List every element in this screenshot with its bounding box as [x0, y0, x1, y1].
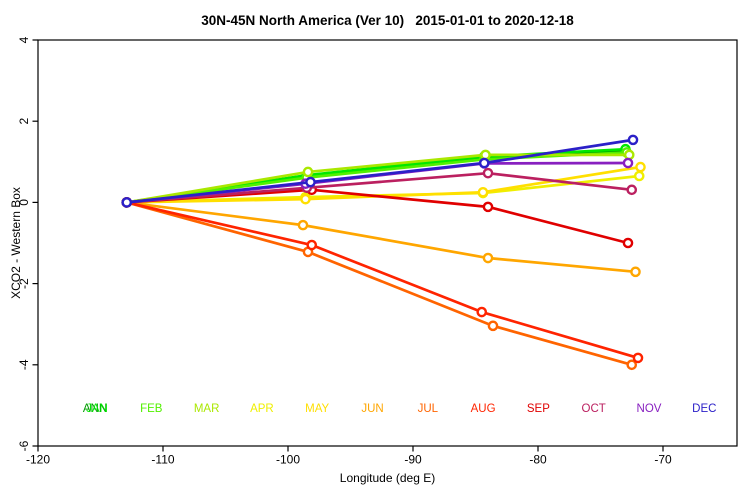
y-tick-label: -6 — [17, 440, 31, 451]
x-axis-label: Longitude (deg E) — [339, 471, 436, 485]
legend-label-AUG: AUG — [471, 403, 496, 415]
data-point-JUN — [630, 266, 641, 278]
series-line-JUN — [125, 201, 637, 274]
data-point-JUN — [482, 252, 494, 264]
data-point-MAR — [480, 149, 491, 161]
legend-label-FEB: FEB — [140, 403, 163, 415]
legend-label-OCT: OCT — [582, 403, 606, 415]
x-tick-label: -120 — [26, 453, 50, 467]
y-tick-label: -4 — [17, 359, 31, 370]
series-line-MAR — [125, 153, 631, 204]
data-point-MAY — [635, 161, 646, 173]
data-point-MAY — [477, 186, 489, 198]
data-point-AUG — [476, 306, 488, 318]
legend-label-JUL: JUL — [418, 403, 439, 415]
y-tick-label: 2 — [17, 118, 31, 125]
series-line-MAY — [125, 165, 642, 204]
data-point-OCT — [626, 184, 638, 196]
data-point-MAR — [302, 166, 314, 178]
legend-label-JUN: JUN — [361, 403, 383, 415]
legend-label-NOV: NOV — [637, 403, 662, 415]
chart-title: 30N-45N North America (Ver 10) 2015-01-0… — [201, 13, 574, 28]
data-point-JUN — [297, 219, 309, 231]
data-point-AUG — [306, 239, 318, 251]
x-tick-label: -110 — [151, 453, 174, 467]
data-point-SEP — [622, 237, 634, 249]
data-point-DEC — [627, 134, 639, 146]
data-point-SEP — [482, 201, 494, 213]
x-tick-label: -80 — [529, 453, 547, 467]
x-tick-label: -100 — [276, 453, 300, 467]
plot-box — [37, 39, 738, 447]
legend-label-MAY: MAY — [305, 403, 329, 415]
y-tick-label: -2 — [17, 278, 31, 289]
legend-label-MAR: MAR — [194, 403, 220, 415]
data-point-OCT — [482, 167, 494, 179]
data-point-NOV — [622, 157, 634, 169]
series-line-SEP — [125, 188, 630, 245]
x-tick-label: -90 — [404, 453, 422, 467]
y-tick-label: 4 — [17, 36, 31, 43]
legend-label-ANN: ANN — [83, 403, 107, 415]
data-point-JUL — [626, 359, 638, 371]
legend-label-SEP: SEP — [527, 403, 550, 415]
series-line-DEC — [125, 138, 635, 204]
data-point-MAR — [623, 149, 635, 161]
y-tick-label: 0 — [17, 199, 31, 206]
x-tick-label: -70 — [654, 453, 672, 467]
data-point-DEC — [121, 197, 133, 208]
legend-label-APR: APR — [250, 403, 274, 415]
data-point-DEC — [305, 176, 316, 188]
series-line-JUL — [125, 201, 634, 367]
data-point-MAY — [300, 193, 311, 205]
data-point-DEC — [478, 157, 490, 169]
data-point-JUL — [487, 320, 499, 332]
legend-label-JAN: JAN — [86, 403, 108, 415]
data-point-AUG — [632, 352, 644, 364]
legend-label-DEC: DEC — [692, 403, 716, 415]
data-point-APR — [633, 170, 645, 182]
series-line-OCT — [125, 171, 634, 204]
series-line-AUG — [125, 201, 640, 360]
